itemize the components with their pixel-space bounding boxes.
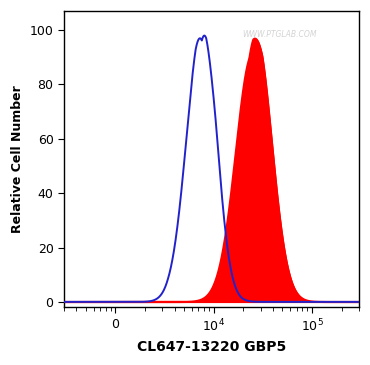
- Text: WWW.PTGLAB.COM: WWW.PTGLAB.COM: [242, 30, 316, 39]
- X-axis label: CL647-13220 GBP5: CL647-13220 GBP5: [137, 340, 286, 354]
- Y-axis label: Relative Cell Number: Relative Cell Number: [11, 85, 24, 233]
